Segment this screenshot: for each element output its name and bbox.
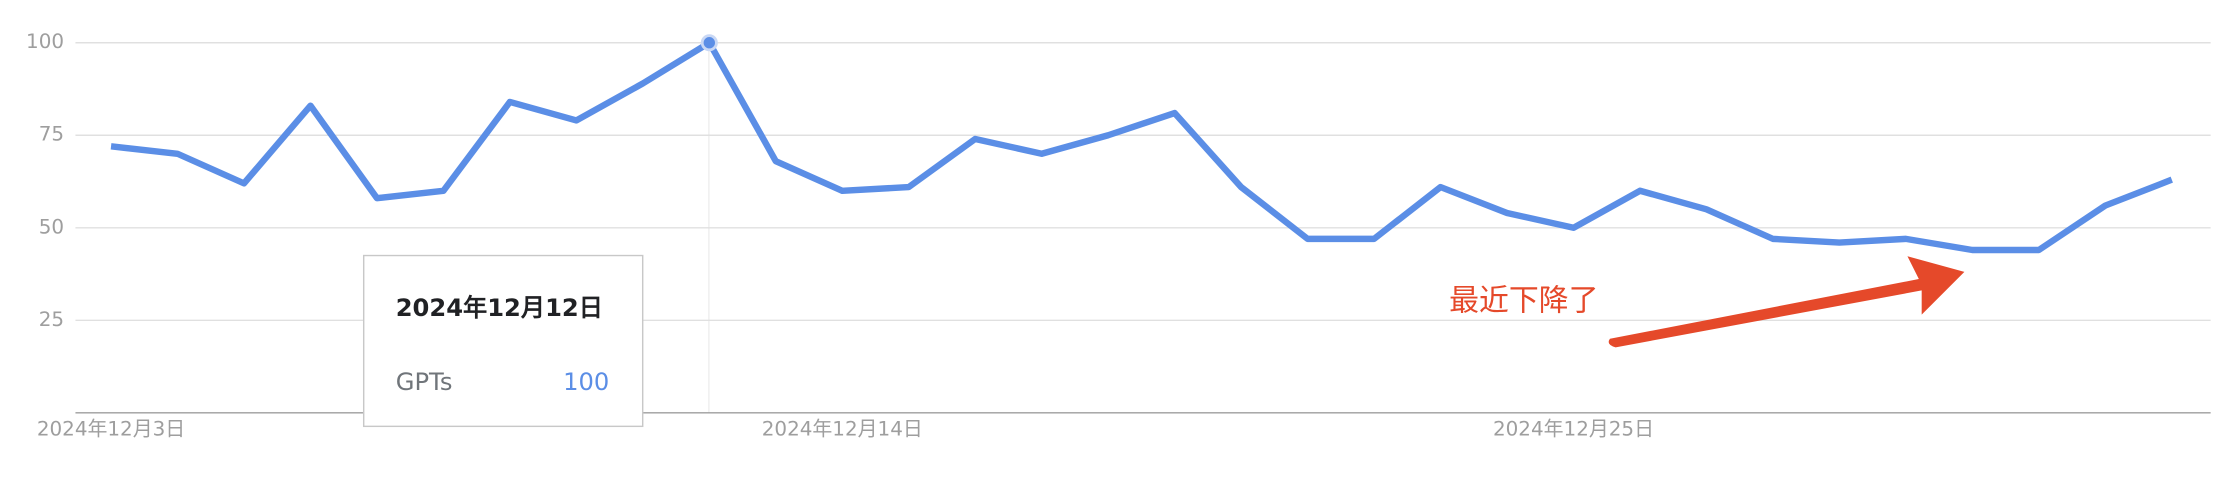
x-tick-label: 2024年12月25日	[1493, 417, 1654, 440]
tooltip-value: 100	[563, 368, 609, 396]
y-tick-label: 100	[26, 30, 64, 53]
tooltip-date: 2024年12月12日	[396, 294, 603, 322]
tooltip-series: GPTs	[396, 368, 453, 396]
x-tick-label: 2024年12月3日	[37, 417, 185, 440]
y-tick-label: 75	[39, 123, 64, 146]
line-series	[110, 39, 2173, 254]
annotation: 最近下降了	[1449, 256, 1965, 348]
annotation-text: 最近下降了	[1449, 283, 1598, 318]
annotation-arrow	[1608, 256, 1965, 348]
tooltip: 2024年12月12日 GPTs 100	[362, 254, 644, 428]
hover-point	[700, 34, 718, 52]
y-tick-label: 25	[39, 308, 64, 331]
grid: 25 50 75 100 2024年12月3日 2024年12月14日 2024年12月25…	[26, 30, 2211, 440]
marks	[110, 34, 2173, 254]
y-tick-label: 50	[39, 215, 64, 238]
x-tick-label: 2024年12月14日	[762, 417, 923, 440]
tooltip-box	[362, 254, 644, 428]
